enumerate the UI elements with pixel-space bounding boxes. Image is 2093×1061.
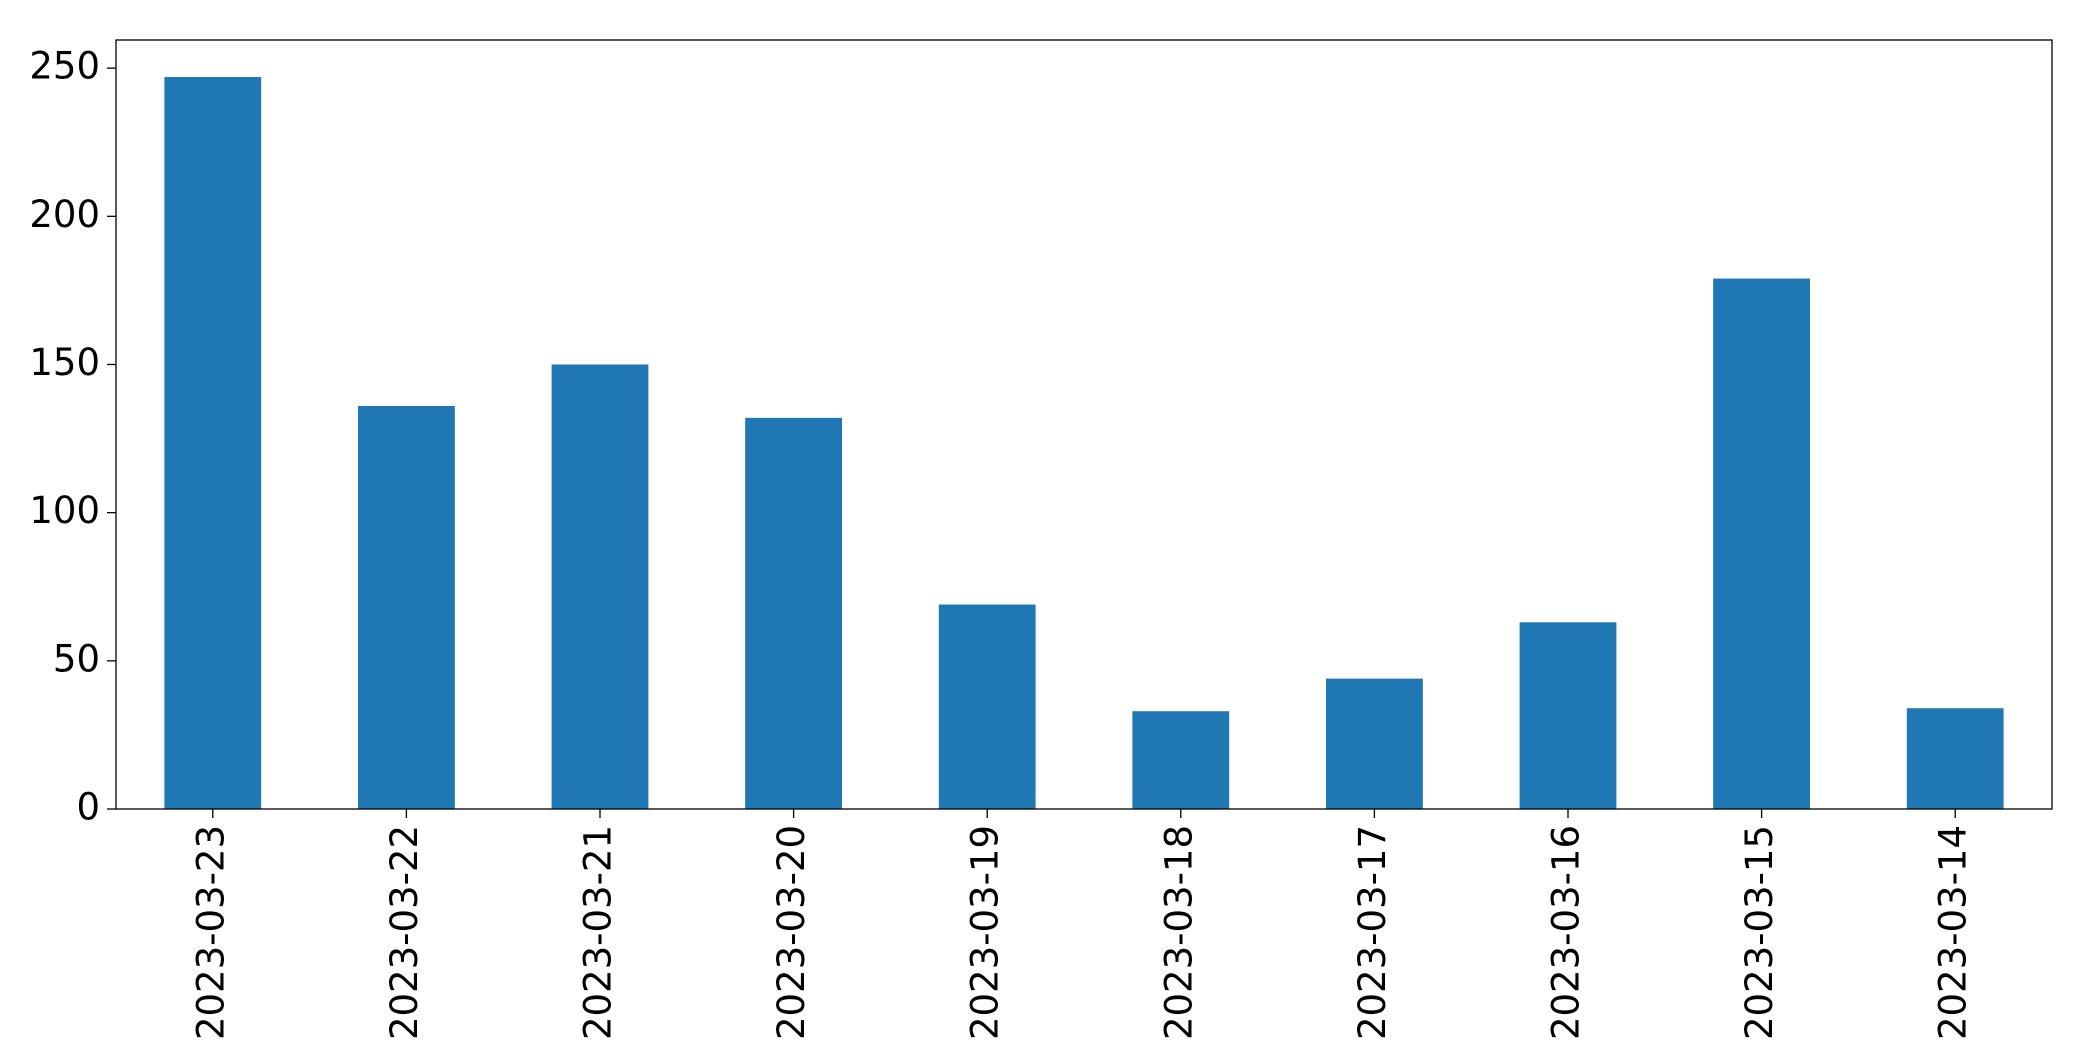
bar — [745, 417, 842, 809]
x-tick-label: 2023-03-14 — [1932, 825, 1975, 1040]
bar — [1906, 708, 2004, 809]
plot-frame — [115, 39, 2053, 810]
bar — [1132, 711, 1230, 809]
bar — [164, 77, 262, 810]
x-tick-label: 2023-03-17 — [1351, 825, 1394, 1040]
y-tick-label: 0 — [76, 786, 100, 829]
x-tick-label: 2023-03-18 — [1157, 825, 1200, 1040]
bar — [1326, 678, 1423, 809]
x-tick-label: 2023-03-19 — [964, 825, 1007, 1040]
y-tick-label: 150 — [29, 341, 100, 384]
y-tick-label: 100 — [29, 489, 100, 532]
x-tick-label: 2023-03-15 — [1738, 825, 1781, 1040]
bar — [1713, 278, 1810, 809]
x-tick-label: 2023-03-21 — [577, 825, 620, 1040]
y-tick-label: 250 — [29, 45, 100, 88]
y-tick-label: 200 — [29, 193, 100, 236]
bar — [1519, 622, 1617, 809]
bar — [551, 364, 649, 809]
x-tick-label: 2023-03-16 — [1545, 825, 1588, 1040]
y-tick-label: 50 — [53, 637, 100, 680]
x-tick-label: 2023-03-20 — [770, 825, 813, 1040]
x-tick-label: 2023-03-23 — [189, 825, 232, 1040]
bar — [938, 604, 1036, 809]
bar — [358, 405, 455, 809]
x-tick-label: 2023-03-22 — [383, 825, 426, 1040]
